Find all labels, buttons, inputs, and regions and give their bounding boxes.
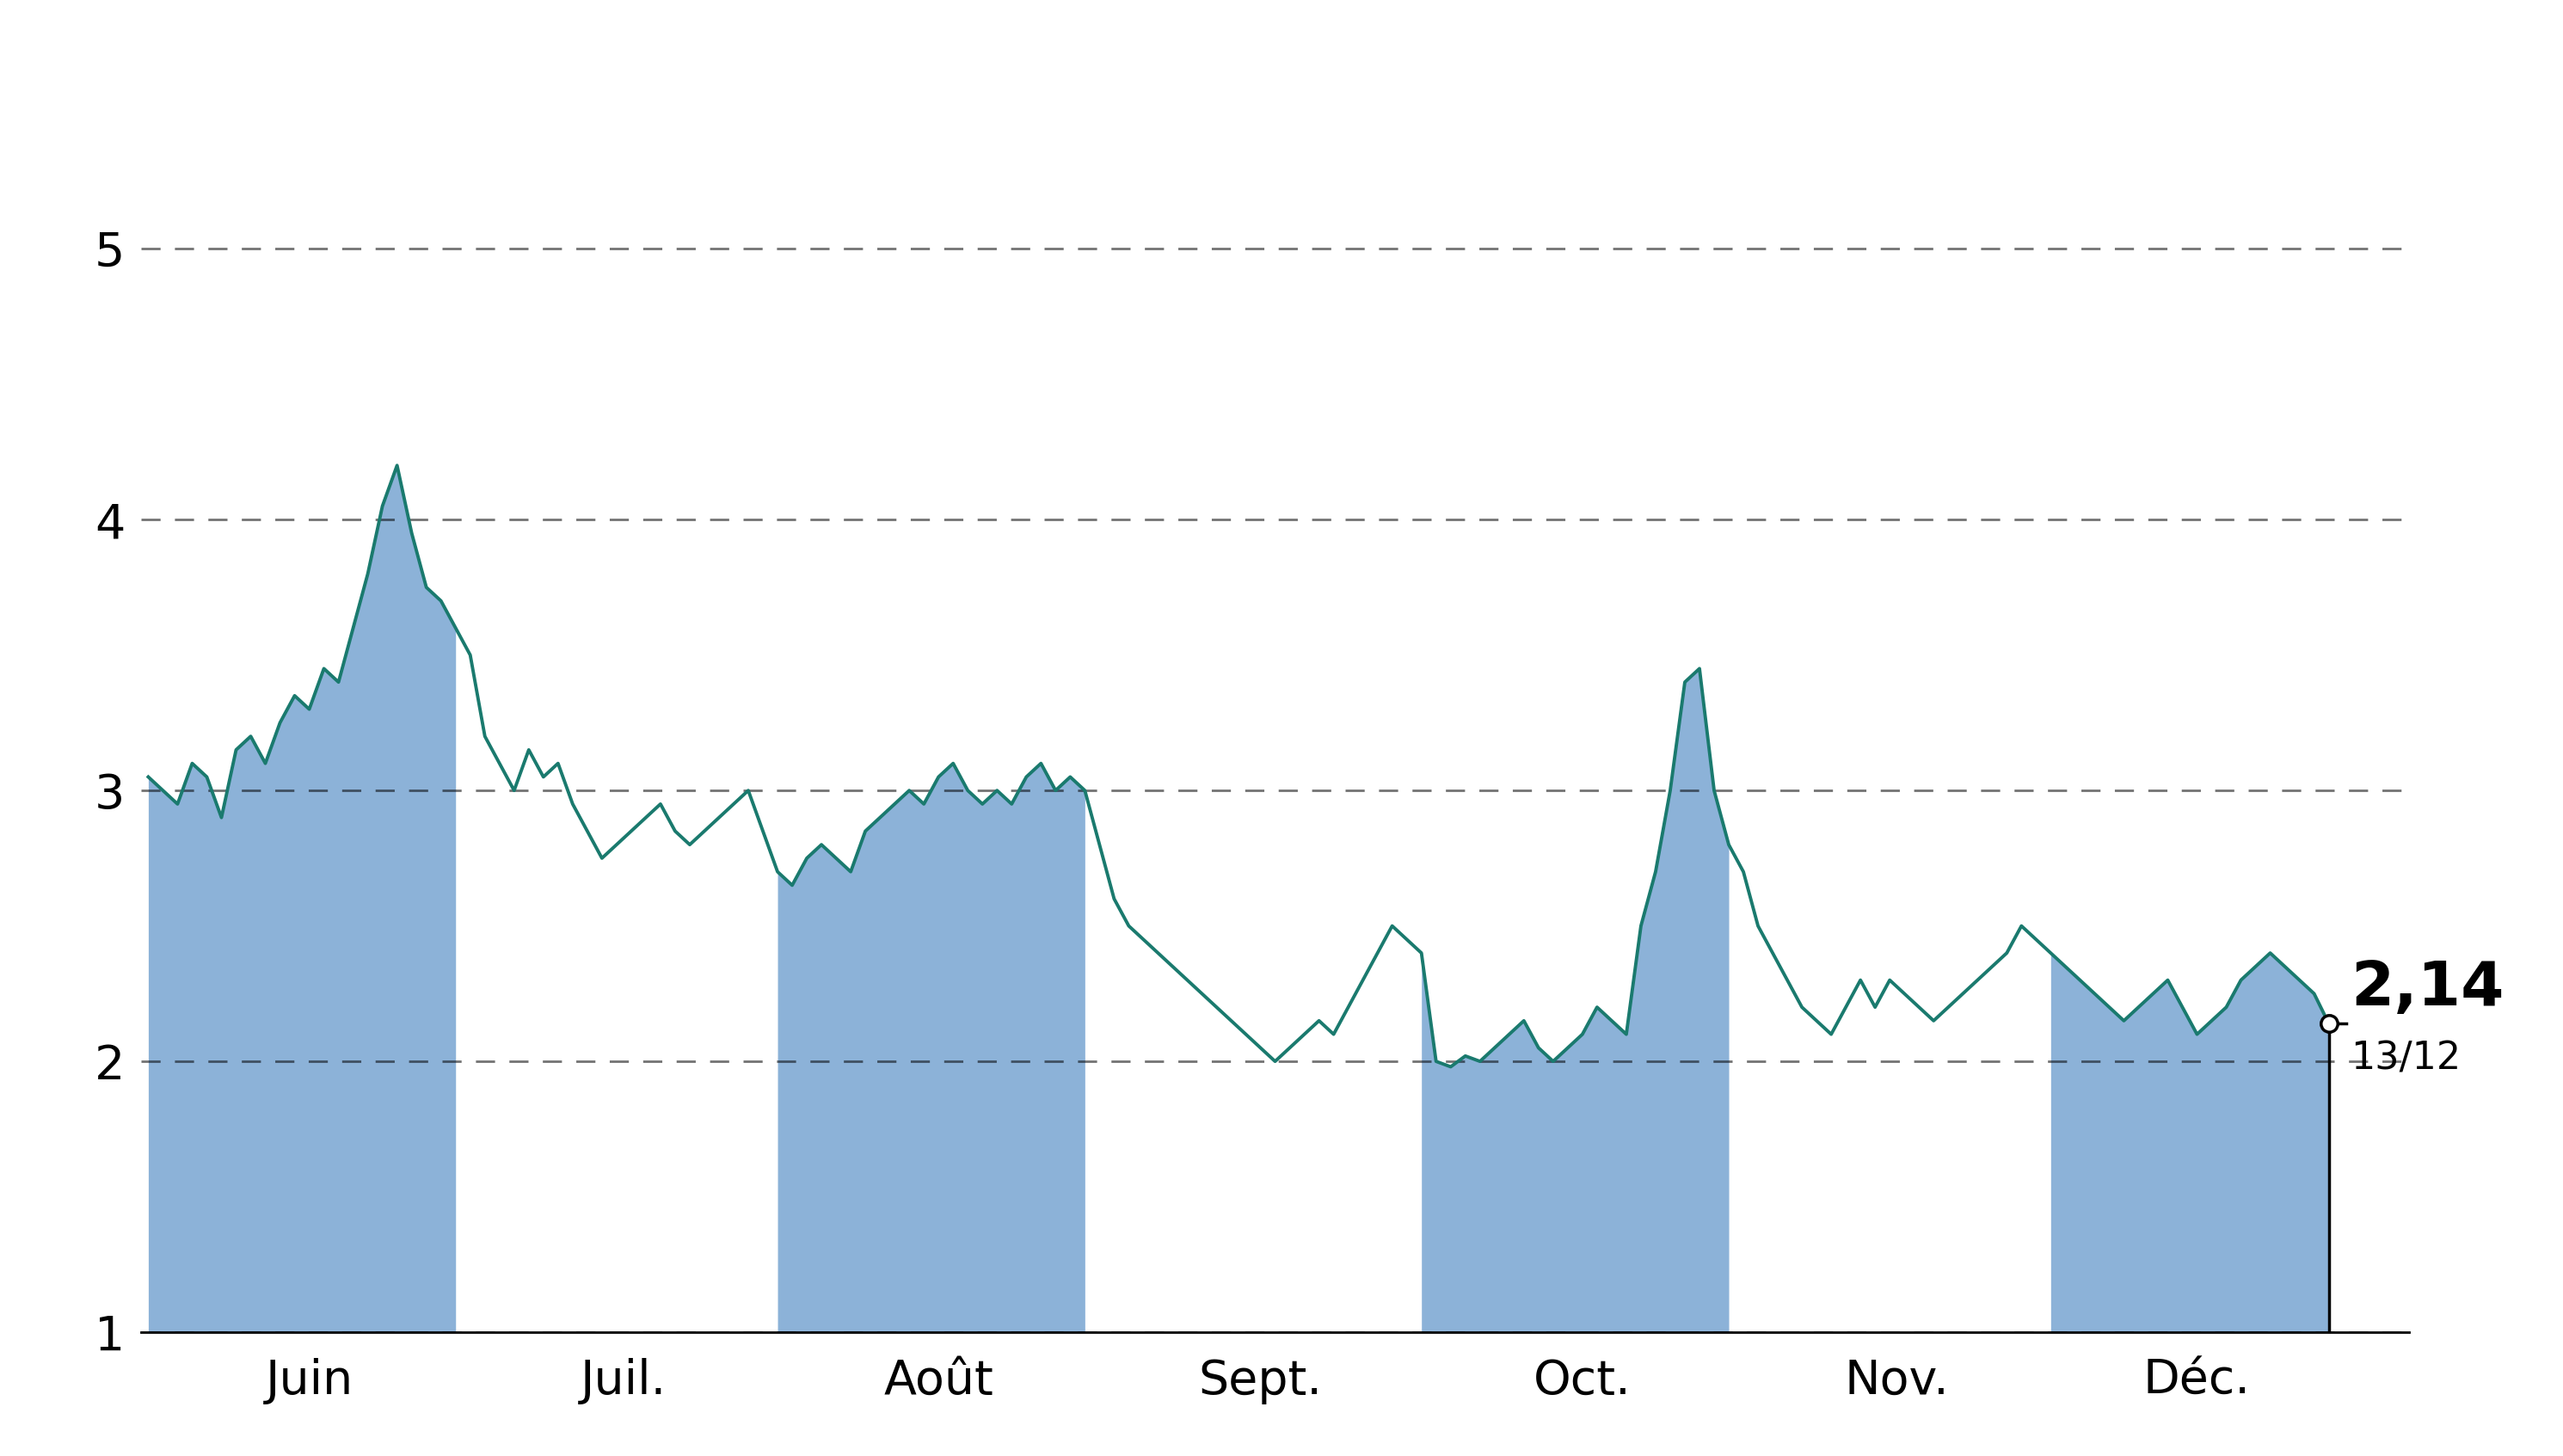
Text: 2,14: 2,14 [2350,958,2504,1018]
Text: 13/12: 13/12 [2350,1040,2460,1077]
Text: Tharimmune, Inc.: Tharimmune, Inc. [810,31,1753,122]
